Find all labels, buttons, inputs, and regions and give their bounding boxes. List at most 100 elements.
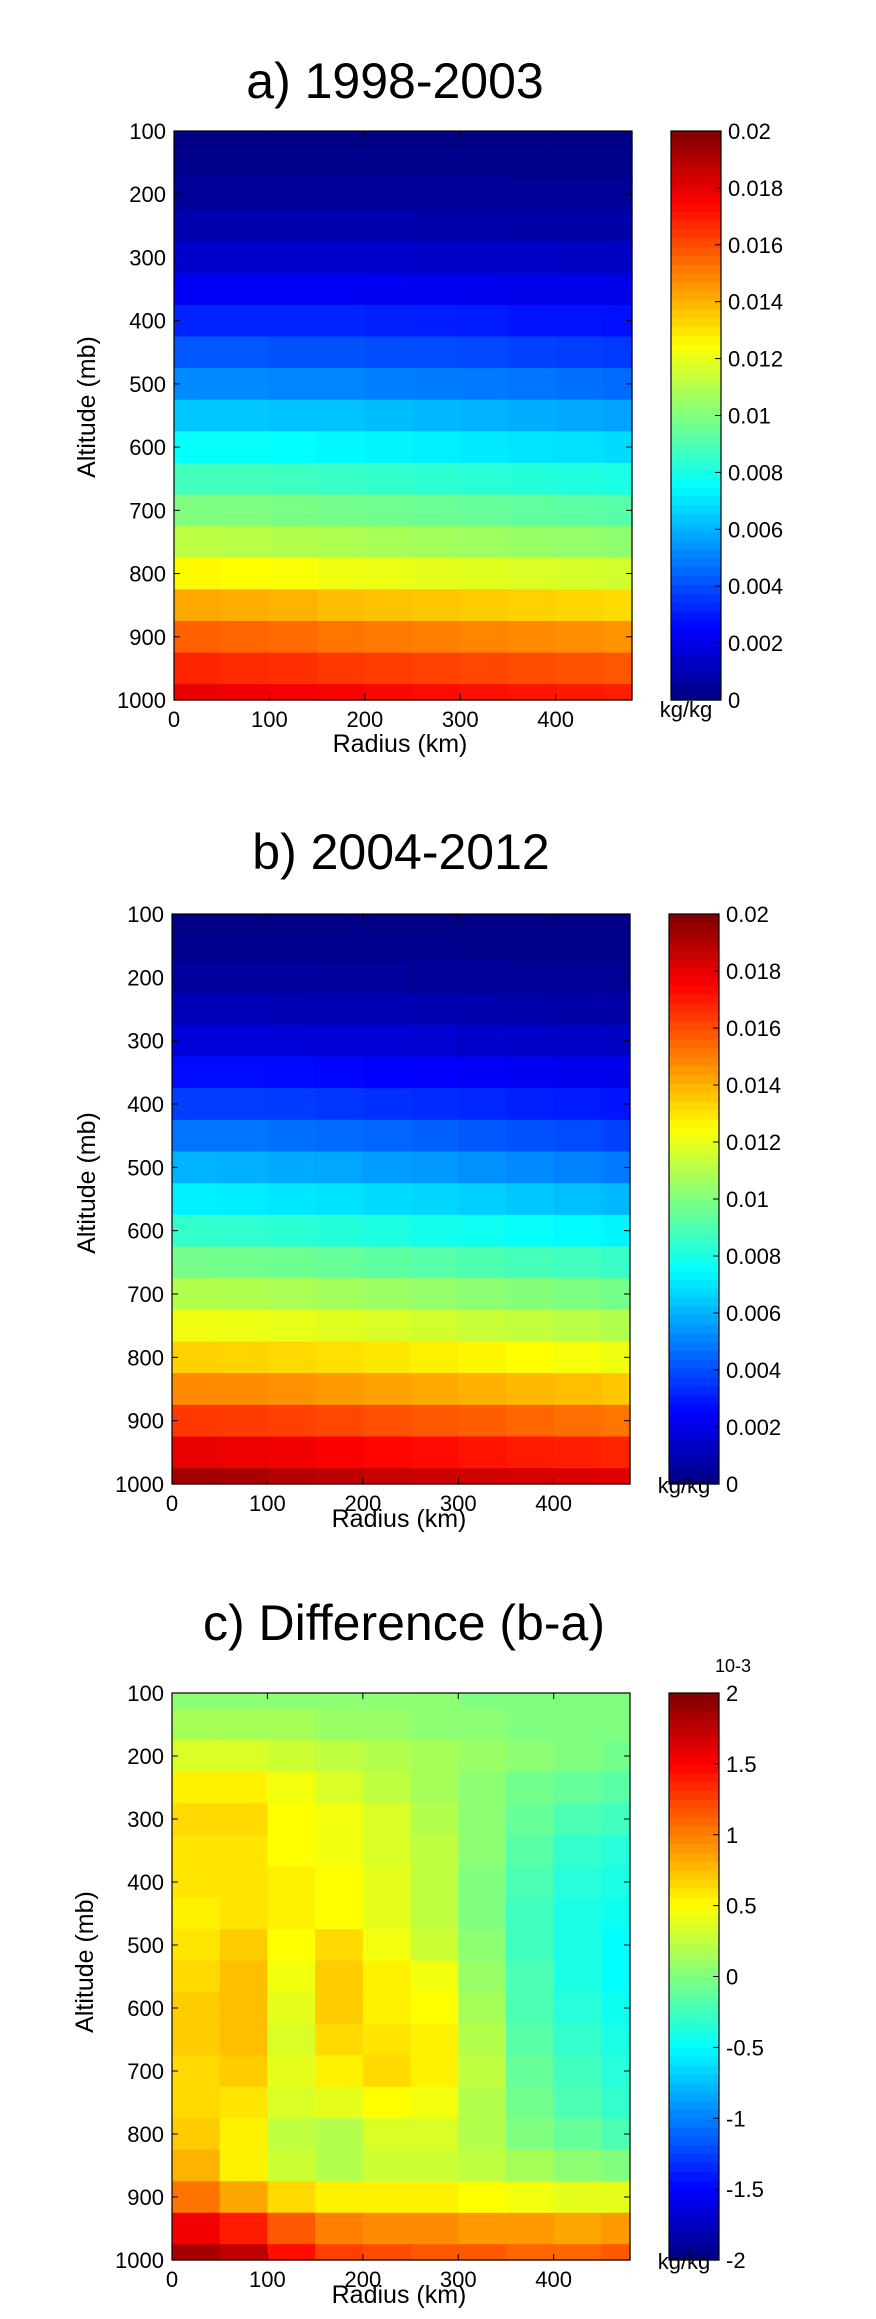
heatmap-cell xyxy=(458,1771,507,1804)
heatmap-cell xyxy=(364,241,414,274)
heatmap-cell xyxy=(555,431,604,464)
heatmap-cell xyxy=(172,1056,221,1089)
heatmap-cell xyxy=(553,1056,602,1089)
colorbar-segment xyxy=(669,1011,719,1022)
colorbar-segment xyxy=(669,1368,719,1378)
colorbar-segment xyxy=(669,1710,719,1721)
heatmap-cell xyxy=(553,2055,602,2088)
colorbar-segment xyxy=(669,1985,719,1995)
y-tick-label: 700 xyxy=(127,2059,164,2084)
colorbar-segment xyxy=(669,2162,719,2173)
heatmap-cell xyxy=(317,589,366,622)
colorbar-segment xyxy=(669,1843,719,1854)
heatmap-cell xyxy=(458,2149,507,2182)
colorbar-segment xyxy=(671,442,721,452)
colorbar-segment xyxy=(669,1172,719,1182)
colorbar-tick-label: 0.008 xyxy=(728,460,783,485)
heatmap-cell xyxy=(603,273,633,306)
heatmap-cell xyxy=(315,1341,364,1374)
heatmap-cell xyxy=(505,1119,555,1153)
heatmap-cell xyxy=(505,1404,555,1438)
panel-b-title: b) 2004-2012 xyxy=(252,824,549,880)
colorbar-segment xyxy=(669,1127,719,1138)
colorbar-tick-label: 0.012 xyxy=(726,1130,781,1155)
heatmap-cell xyxy=(507,210,557,243)
heatmap-cell xyxy=(555,336,604,369)
y-tick-label: 600 xyxy=(127,1996,164,2021)
heatmap-cell xyxy=(364,304,414,338)
colorbar-segment xyxy=(669,2242,719,2252)
heatmap-cell xyxy=(458,961,507,994)
colorbar-segment xyxy=(669,1109,719,1120)
heatmap-cell xyxy=(555,557,604,590)
heatmap-cell xyxy=(410,1803,459,1836)
colorbar-tick-label: 0.004 xyxy=(728,574,783,599)
colorbar-segment xyxy=(671,424,721,434)
heatmap-cell xyxy=(219,1436,269,1469)
heatmap-cell xyxy=(174,368,223,401)
heatmap-cell xyxy=(553,1024,602,1058)
heatmap-cell xyxy=(505,2212,555,2245)
colorbar-segment xyxy=(669,1394,719,1405)
heatmap-cell xyxy=(507,526,557,559)
heatmap-cell xyxy=(507,399,557,432)
heatmap-cell xyxy=(362,1897,412,1930)
heatmap-cell xyxy=(269,273,318,306)
heatmap-cell xyxy=(219,1771,269,1804)
heatmap-cell xyxy=(362,1834,412,1867)
heatmap-cell xyxy=(267,2244,316,2261)
heatmap-cell xyxy=(601,1897,631,1930)
y-tick-label: 1000 xyxy=(117,688,166,713)
colorbar-segment xyxy=(671,264,721,274)
colorbar-segment xyxy=(671,317,721,328)
panel-b-plot-frame xyxy=(171,913,631,1485)
y-tick-label: 1000 xyxy=(115,1472,164,1497)
heatmap-cell xyxy=(174,494,223,527)
colorbar-segment xyxy=(669,1994,719,2004)
heatmap-cell xyxy=(412,652,461,685)
heatmap-cell xyxy=(603,526,633,559)
heatmap-cell xyxy=(555,589,604,622)
heatmap-cell xyxy=(221,620,271,654)
heatmap-cell xyxy=(458,1803,507,1836)
colorbar-segment xyxy=(669,1475,719,1485)
heatmap-cell xyxy=(267,2118,316,2151)
colorbar-segment xyxy=(671,166,721,177)
heatmap-cell xyxy=(601,1960,631,1993)
heatmap-cell xyxy=(269,557,318,590)
colorbar-segment xyxy=(669,2171,719,2181)
colorbar-segment xyxy=(669,1746,719,1756)
heatmap-cell xyxy=(412,557,461,590)
heatmap-cell xyxy=(315,2212,364,2245)
heatmap-cell xyxy=(172,1960,221,1993)
colorbar-segment xyxy=(669,2011,719,2022)
heatmap-cell xyxy=(267,1373,316,1406)
heatmap-cell xyxy=(603,146,633,180)
heatmap-cell xyxy=(219,1373,269,1406)
x-tick-label: 400 xyxy=(537,707,574,732)
heatmap-cell xyxy=(601,1436,631,1469)
heatmap-cell xyxy=(410,1897,459,1930)
heatmap-cell xyxy=(505,1056,555,1089)
colorbar-segment xyxy=(669,1421,719,1432)
colorbar-segment xyxy=(671,548,721,559)
panel-b-x-ticks: 0 100 200 300 400 xyxy=(166,914,572,1516)
heatmap-cell xyxy=(410,914,459,931)
heatmap-cell xyxy=(505,1803,555,1836)
colorbar-tick-label: 0 xyxy=(726,1965,738,1990)
heatmap-cell xyxy=(410,2086,459,2119)
heatmap-cell xyxy=(315,961,364,994)
heatmap-cell xyxy=(221,399,271,432)
heatmap-cell xyxy=(317,462,366,496)
heatmap-cell xyxy=(458,1834,507,1867)
heatmap-cell xyxy=(507,431,557,464)
heatmap-cell xyxy=(172,1897,221,1930)
colorbar-segment xyxy=(669,1799,719,1809)
heatmap-cell xyxy=(458,993,507,1026)
colorbar-segment xyxy=(669,1288,719,1298)
panel-b-colorbar-unit: kg/kg xyxy=(658,1473,711,1498)
colorbar-segment xyxy=(669,2082,719,2093)
colorbar-segment xyxy=(669,1145,719,1156)
heatmap-cell xyxy=(174,620,223,654)
heatmap-cell xyxy=(601,2244,631,2261)
